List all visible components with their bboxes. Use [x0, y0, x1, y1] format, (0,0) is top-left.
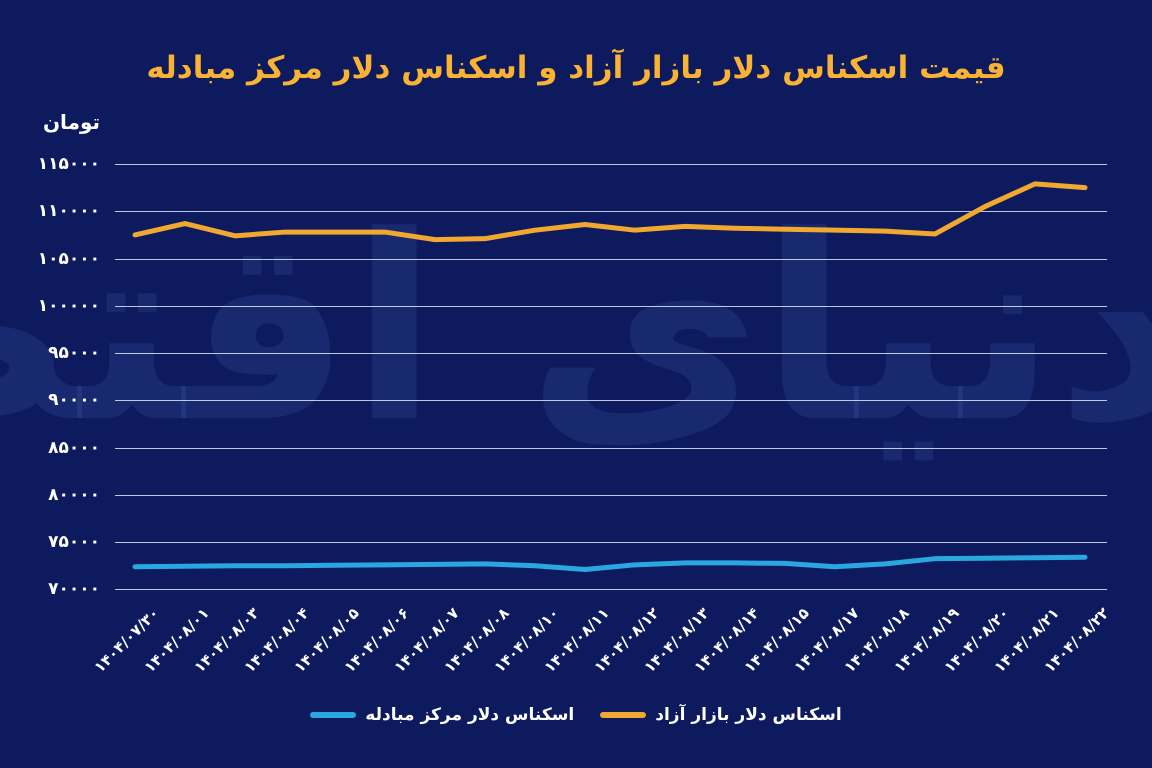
y-tick-label: ۷۰۰۰۰: [48, 579, 100, 600]
legend: اسکناس دلار مرکز مبادله اسکناس دلار بازا…: [0, 705, 1152, 725]
legend-label-free-market: اسکناس دلار بازار آزاد: [655, 705, 842, 725]
y-tick-label: ۱۰۵۰۰۰: [37, 248, 100, 269]
legend-swatch-free-market-icon: [600, 712, 647, 718]
y-tick-label: ۸۰۰۰۰: [48, 484, 100, 505]
y-tick-label: ۱۰۰۰۰۰: [37, 295, 100, 316]
y-tick-label: ۹۰۰۰۰: [48, 390, 100, 411]
legend-swatch-exchange-center-icon: [310, 712, 357, 718]
y-tick-label: ۸۵۰۰۰: [48, 437, 100, 458]
gridline-85000: [115, 447, 1107, 449]
y-tick-label: ۱۱۰۰۰۰: [37, 201, 100, 222]
series-line-0: [132, 181, 1088, 243]
y-tick-label: ۷۵۰۰۰: [48, 532, 100, 553]
chart-title: قیمت اسکناس دلار بازار آزاد و اسکناس دلا…: [146, 50, 1006, 86]
gridline-75000: [115, 542, 1107, 544]
gridline-115000: [115, 164, 1107, 165]
y-axis-unit-label: تومان: [42, 110, 100, 134]
gridline-90000: [115, 400, 1107, 402]
y-tick-label: ۱۱۵۰۰۰: [37, 154, 100, 174]
gridline-110000: [115, 211, 1107, 213]
series-line-1: [132, 554, 1088, 573]
gridline-100000: [115, 305, 1107, 307]
legend-item-exchange-center: اسکناس دلار مرکز مبادله: [310, 705, 574, 725]
gridline-80000: [115, 494, 1107, 496]
gridline-105000: [115, 258, 1107, 260]
legend-label-exchange-center: اسکناس دلار مرکز مبادله: [365, 705, 575, 725]
gridline-95000: [115, 353, 1107, 355]
legend-item-free-market: اسکناس دلار بازار آزاد: [600, 705, 842, 725]
y-tick-label: ۹۵۰۰۰: [48, 343, 100, 364]
gridline-70000: [115, 589, 1107, 591]
